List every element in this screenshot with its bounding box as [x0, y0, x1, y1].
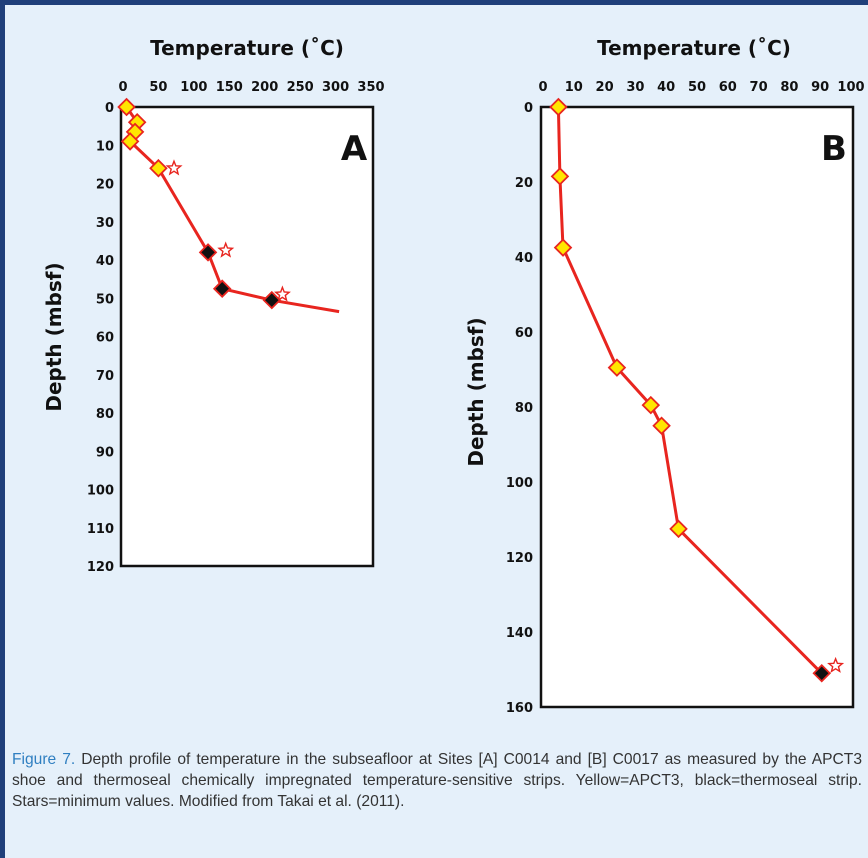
- panel-b-apct3-point: [641, 395, 661, 415]
- panel-a-x-tick-label: 300: [322, 80, 349, 95]
- panel-b-temperature-line: [556, 106, 823, 675]
- panel-b-y-tick-label: 20: [515, 176, 533, 191]
- panel-b-x-ticks: 0 10 20 30 40 50 60 70 80 90 100: [538, 80, 864, 95]
- panel-a-y-tick-label: 70: [96, 369, 114, 384]
- panel-a-y-tick-label: 20: [96, 178, 114, 193]
- panel-b-y-tick-label: 140: [506, 626, 533, 641]
- panel-b-chart: Temperature (˚C) Depth (mbsf) 0 10 20 30 40 5…: [464, 36, 865, 716]
- panel-a-apct3-point: [149, 158, 168, 178]
- panel-a-minimum-star: [217, 241, 235, 258]
- panel-a-y-tick-label: 60: [96, 331, 114, 346]
- panel-a-y-tick-label: 0: [105, 101, 114, 116]
- panel-a-x-tick-label: 50: [149, 80, 167, 95]
- panel-a-y-ticks: 0 10 20 30 40 50 60 70 80 90 100 110 120: [87, 101, 114, 575]
- panel-a-apct3-point: [117, 97, 136, 117]
- panel-b-x-tick-label: 50: [688, 80, 706, 95]
- panel-a-thermoseal-point: [262, 290, 282, 310]
- figure-canvas: Temperature (˚C) Depth (mbsf) 0 50 100 150 2…: [42, 36, 865, 716]
- panel-b-x-tick-label: 20: [596, 80, 614, 95]
- panel-a-y-tick-label: 30: [96, 216, 114, 231]
- panel-a-x-tick-label: 200: [251, 80, 278, 95]
- panel-a-y-tick-label: 40: [96, 254, 114, 269]
- panel-b-y-ticks: 0 20 40 60 80 100 120 140 160: [506, 101, 533, 716]
- panel-a-y-tick-label: 50: [96, 292, 114, 307]
- panel-a-y-tick-label: 100: [87, 484, 114, 499]
- panel-b-apct3-point: [550, 167, 570, 186]
- panel-a-y-tick-label: 90: [96, 445, 114, 460]
- panel-b-apct3-point: [669, 519, 688, 539]
- panel-b-marks: [549, 97, 845, 683]
- panel-a-plot-area: [119, 105, 375, 568]
- panel-b-x-tick-label: 60: [719, 80, 737, 95]
- panel-a-x-ticks: 0 50 100 150 200 250 300 350: [118, 80, 384, 95]
- panel-b-letter: B: [821, 129, 847, 169]
- panel-a-y-tick-label: 120: [87, 560, 114, 575]
- caption-text: Depth profile of temperature in the subs…: [12, 751, 862, 810]
- panel-b-y-tick-label: 60: [515, 326, 533, 341]
- panel-a-apct3-point: [120, 132, 140, 151]
- panel-b-x-tick-label: 0: [538, 80, 547, 95]
- panel-b-apct3-point: [607, 358, 627, 377]
- panel-a-y-tick-label: 10: [96, 139, 114, 154]
- panel-a-minimum-star: [273, 285, 291, 302]
- panel-a-chart: Temperature (˚C) Depth (mbsf) 0 50 100 150 2…: [42, 36, 385, 575]
- panel-b-apct3-point: [652, 416, 671, 436]
- panel-a-thermoseal-point: [212, 279, 232, 298]
- panel-a-x-axis-title: Temperature (˚C): [150, 36, 344, 60]
- panel-b-x-tick-label: 10: [565, 80, 583, 95]
- panel-b-y-tick-label: 40: [515, 251, 533, 266]
- panel-a-letter: A: [341, 129, 368, 169]
- panel-b-minimum-star: [827, 656, 845, 673]
- panel-b-y-tick-label: 80: [515, 401, 533, 416]
- panel-b-apct3-point: [549, 97, 568, 117]
- panel-b-y-axis-title: Depth (mbsf): [464, 317, 488, 466]
- panel-a-marks: [117, 97, 340, 314]
- panel-b-plot-area: [539, 105, 855, 709]
- panel-b-apct3-point: [553, 238, 573, 257]
- panel-b-x-tick-label: 100: [837, 80, 864, 95]
- panel-a-x-tick-label: 150: [216, 80, 243, 95]
- figure-caption: Figure 7. Depth profile of temperature i…: [12, 749, 862, 812]
- panel-b-x-tick-label: 30: [626, 80, 644, 95]
- panel-a-y-tick-label: 80: [96, 407, 114, 422]
- panel-b-y-tick-label: 100: [506, 476, 533, 491]
- panel-b-y-tick-label: 120: [506, 551, 533, 566]
- panel-a-x-tick-label: 100: [180, 80, 207, 95]
- panel-b-x-tick-label: 40: [657, 80, 675, 95]
- panel-a-y-tick-label: 110: [87, 522, 114, 537]
- panel-a-thermoseal-point: [198, 243, 218, 262]
- panel-b-thermoseal-point: [812, 663, 832, 683]
- panel-b-x-tick-label: 70: [750, 80, 768, 95]
- panel-a-minimum-star: [165, 159, 183, 176]
- panel-b-x-tick-label: 80: [780, 80, 798, 95]
- panel-b-x-axis-title: Temperature (˚C): [597, 36, 791, 60]
- figure-label: Figure 7.: [12, 751, 76, 768]
- panel-b-x-tick-label: 90: [811, 80, 829, 95]
- panel-a-x-tick-label: 0: [118, 80, 127, 95]
- panel-b-y-tick-label: 0: [524, 101, 533, 116]
- panel-b-y-tick-label: 160: [506, 701, 533, 716]
- panel-a-y-axis-title: Depth (mbsf): [42, 262, 66, 411]
- panel-a-x-tick-label: 250: [287, 80, 314, 95]
- panel-a-x-tick-label: 350: [357, 80, 384, 95]
